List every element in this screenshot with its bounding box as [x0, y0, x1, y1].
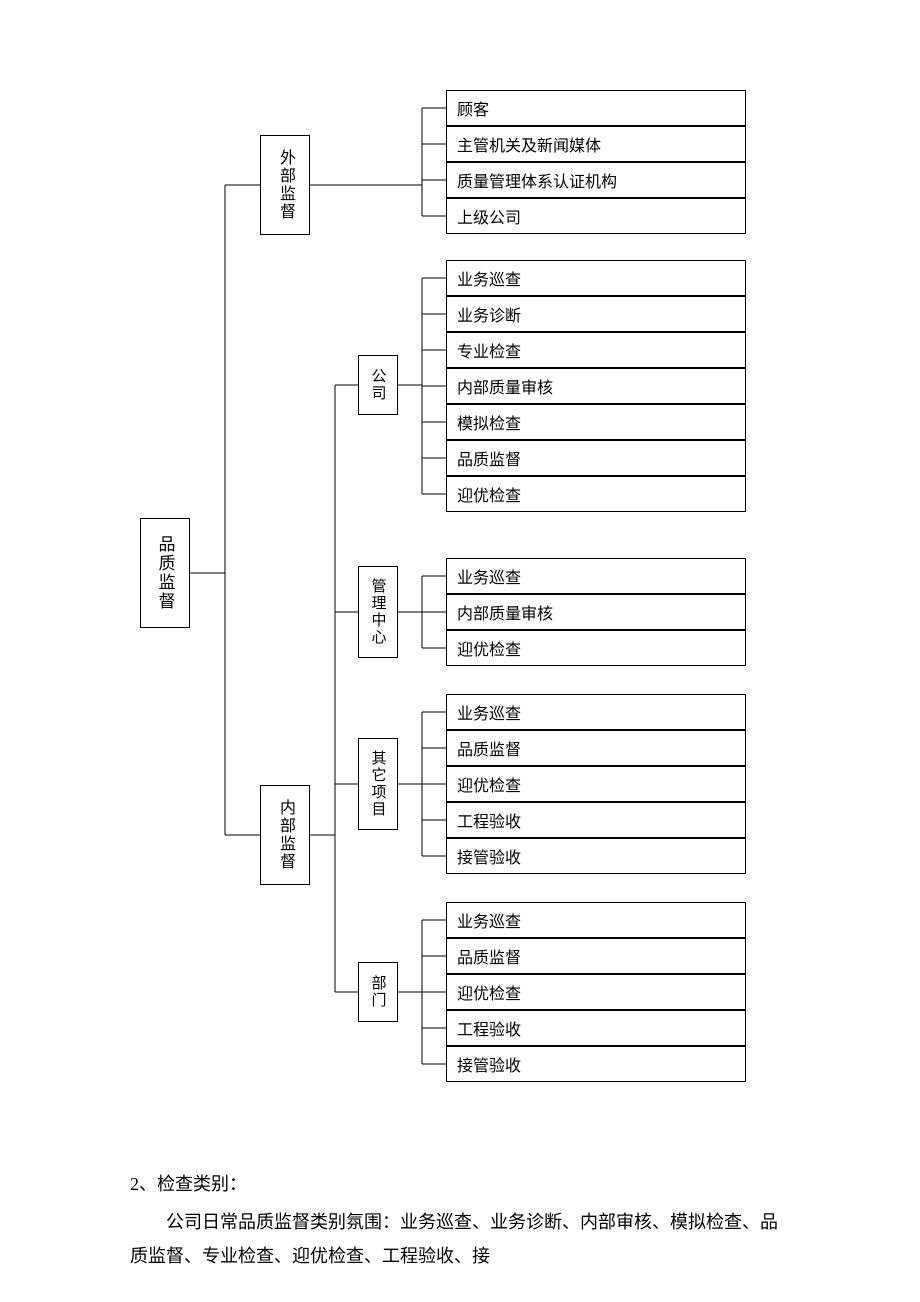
- leaf-company-2: 专业检查: [446, 332, 746, 368]
- leaf-company-5: 品质监督: [446, 440, 746, 476]
- leaf-other-1-label: 品质监督: [457, 736, 521, 760]
- leaf-mgmt-2-label: 迎优检查: [457, 636, 521, 660]
- level3-company-label: 公司: [368, 368, 389, 402]
- leaf-other-3-label: 工程验收: [457, 808, 521, 832]
- leaf-other-4: 接管验收: [446, 838, 746, 874]
- leaf-mgmt-2: 迎优检查: [446, 630, 746, 666]
- page: 品质监督 外部监督内部监督 公司管理中心其它项目部门 顾客主管机关及新闻媒体质量管理体…: [0, 0, 920, 1302]
- leaf-company-1: 业务诊断: [446, 296, 746, 332]
- leaf-other-1: 品质监督: [446, 730, 746, 766]
- level2-internal: 内部监督: [260, 785, 310, 885]
- level3-other: 其它项目: [358, 738, 398, 830]
- leaf-external-2: 质量管理体系认证机构: [446, 162, 746, 198]
- leaf-dept-1: 品质监督: [446, 938, 746, 974]
- leaf-company-2-label: 专业检查: [457, 338, 521, 362]
- leaf-company-4-label: 模拟检查: [457, 410, 521, 434]
- leaf-company-0-label: 业务巡查: [457, 266, 521, 290]
- leaf-company-1-label: 业务诊断: [457, 302, 521, 326]
- leaf-other-2-label: 迎优检查: [457, 772, 521, 796]
- root-node-label: 品质监督: [153, 535, 178, 611]
- level3-other-label: 其它项目: [368, 750, 389, 818]
- level3-mgmt-label: 管理中心: [368, 578, 389, 646]
- level3-dept: 部门: [358, 962, 398, 1022]
- footer-paragraph: 公司日常品质监督类别氛围：业务巡查、业务诊断、内部审核、模拟检查、品质监督、专业…: [130, 1205, 780, 1273]
- leaf-other-0-label: 业务巡查: [457, 700, 521, 724]
- leaf-other-3: 工程验收: [446, 802, 746, 838]
- leaf-company-0: 业务巡查: [446, 260, 746, 296]
- leaf-dept-3: 工程验收: [446, 1010, 746, 1046]
- level2-external: 外部监督: [260, 135, 310, 235]
- leaf-company-3: 内部质量审核: [446, 368, 746, 404]
- leaf-dept-4-label: 接管验收: [457, 1052, 521, 1076]
- leaf-dept-0-label: 业务巡查: [457, 908, 521, 932]
- leaf-dept-3-label: 工程验收: [457, 1016, 521, 1040]
- leaf-external-1-label: 主管机关及新闻媒体: [457, 132, 601, 156]
- level2-external-label: 外部监督: [273, 149, 297, 221]
- leaf-external-0: 顾客: [446, 90, 746, 126]
- leaf-company-3-label: 内部质量审核: [457, 374, 553, 398]
- leaf-external-2-label: 质量管理体系认证机构: [457, 168, 617, 192]
- leaf-dept-1-label: 品质监督: [457, 944, 521, 968]
- leaf-dept-0: 业务巡查: [446, 902, 746, 938]
- level2-internal-label: 内部监督: [273, 799, 297, 871]
- leaf-dept-4: 接管验收: [446, 1046, 746, 1082]
- leaf-mgmt-1-label: 内部质量审核: [457, 600, 553, 624]
- leaf-mgmt-0-label: 业务巡查: [457, 564, 521, 588]
- leaf-other-0: 业务巡查: [446, 694, 746, 730]
- leaf-other-2: 迎优检查: [446, 766, 746, 802]
- leaf-company-6: 迎优检查: [446, 476, 746, 512]
- leaf-dept-2: 迎优检查: [446, 974, 746, 1010]
- root-node: 品质监督: [140, 518, 190, 628]
- leaf-external-1: 主管机关及新闻媒体: [446, 126, 746, 162]
- level3-mgmt: 管理中心: [358, 566, 398, 658]
- leaf-company-6-label: 迎优检查: [457, 482, 521, 506]
- leaf-mgmt-0: 业务巡查: [446, 558, 746, 594]
- leaf-company-4: 模拟检查: [446, 404, 746, 440]
- level3-company: 公司: [358, 355, 398, 415]
- leaf-external-3-label: 上级公司: [457, 204, 521, 228]
- level3-dept-label: 部门: [368, 975, 389, 1009]
- leaf-dept-2-label: 迎优检查: [457, 980, 521, 1004]
- leaf-other-4-label: 接管验收: [457, 844, 521, 868]
- leaf-external-0-label: 顾客: [457, 96, 489, 120]
- leaf-mgmt-1: 内部质量审核: [446, 594, 746, 630]
- leaf-company-5-label: 品质监督: [457, 446, 521, 470]
- leaf-external-3: 上级公司: [446, 198, 746, 234]
- footer-heading: 2、检查类别：: [130, 1170, 247, 1196]
